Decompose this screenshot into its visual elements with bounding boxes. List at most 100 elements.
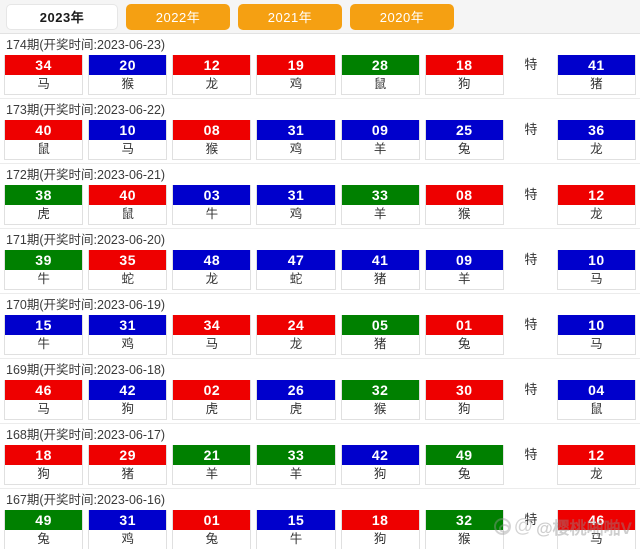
ball-number: 35	[89, 250, 167, 270]
ball-zodiac: 蛇	[89, 270, 167, 289]
special-label: 特	[524, 382, 538, 397]
ball-number: 10	[89, 120, 167, 140]
ball-cell: 41 猪	[340, 250, 420, 290]
draw-row: 170期(开奖时间:2023-06-19) 15 牛 31 鸡 34 马 24 龙 05 猪 01 兔特…	[0, 294, 640, 359]
draw-title: 173期(开奖时间:2023-06-22)	[6, 103, 166, 117]
ball-strip: 15 牛 31 鸡 34 马 24 龙 05 猪 01 兔特 10 马	[0, 315, 640, 358]
ball-cell: 29 猪	[88, 445, 168, 485]
special-label: 特	[524, 317, 538, 332]
ball-number: 49	[5, 510, 83, 530]
ball-zodiac: 鸡	[257, 205, 335, 224]
ball-cell: 18 狗	[424, 55, 504, 95]
ball-zodiac: 龙	[257, 335, 335, 354]
ball-cell: 12 龙	[172, 55, 252, 95]
ball-zodiac: 狗	[5, 465, 83, 484]
ball-number: 41	[341, 250, 419, 270]
ball-number: 48	[173, 250, 251, 270]
ball-zodiac: 马	[173, 335, 251, 354]
ball-cell: 01 兔	[424, 315, 504, 355]
ball-cell: 15 牛	[4, 315, 84, 355]
ball-zodiac: 马	[5, 400, 83, 419]
ball-zodiac: 狗	[425, 75, 503, 94]
ball-cell: 40 鼠	[88, 185, 168, 225]
special-ball-number: 41	[557, 55, 635, 75]
ball-cell: 21 羊	[172, 445, 252, 485]
year-tab-2023[interactable]: 2023年	[6, 3, 118, 30]
ball-number: 18	[341, 510, 419, 530]
draw-row: 168期(开奖时间:2023-06-17) 18 狗 29 猪 21 羊 33 羊 42 狗 49 兔特…	[0, 424, 640, 489]
year-tab-2021[interactable]: 2021年	[238, 3, 342, 30]
year-tab-2020[interactable]: 2020年	[350, 3, 454, 30]
special-ball-number: 12	[557, 445, 635, 465]
special-ball-zodiac: 马	[557, 335, 635, 354]
draw-row: 167期(开奖时间:2023-06-16) 49 兔 31 鸡 01 兔 15 牛 18 狗 32 猴特…	[0, 489, 640, 549]
ball-cell: 18 狗	[4, 445, 84, 485]
ball-number: 28	[341, 55, 419, 75]
ball-cell: 25 兔	[424, 120, 504, 160]
draw-row: 172期(开奖时间:2023-06-21) 38 虎 40 鼠 03 牛 31 鸡 33 羊 08 猴特…	[0, 164, 640, 229]
ball-cell: 35 蛇	[88, 250, 168, 290]
ball-number: 47	[257, 250, 335, 270]
ball-cell: 49 兔	[4, 510, 84, 549]
special-label: 特	[524, 512, 538, 527]
ball-cell: 19 鸡	[256, 55, 336, 95]
ball-cell: 32 猴	[424, 510, 504, 549]
ball-number: 15	[5, 315, 83, 335]
special-ball-cell: 10 马	[556, 250, 636, 290]
ball-cell: 31 鸡	[88, 510, 168, 549]
special-label: 特	[524, 252, 538, 267]
ball-number: 15	[257, 510, 335, 530]
ball-zodiac: 鸡	[89, 530, 167, 549]
ball-zodiac: 虎	[5, 205, 83, 224]
ball-strip: 49 兔 31 鸡 01 兔 15 牛 18 狗 32 猴特 46 马	[0, 510, 640, 549]
ball-number: 12	[173, 55, 251, 75]
ball-cell: 20 猴	[88, 55, 168, 95]
ball-number: 09	[425, 250, 503, 270]
ball-number: 08	[425, 185, 503, 205]
special-ball-zodiac: 猪	[557, 75, 635, 94]
year-tab-2022[interactable]: 2022年	[126, 3, 230, 30]
ball-cell: 31 鸡	[256, 120, 336, 160]
ball-cell: 39 牛	[4, 250, 84, 290]
ball-number: 32	[341, 380, 419, 400]
draw-title: 167期(开奖时间:2023-06-16)	[6, 493, 166, 507]
ball-zodiac: 鼠	[5, 140, 83, 159]
ball-cell: 34 马	[4, 55, 84, 95]
ball-number: 02	[173, 380, 251, 400]
ball-zodiac: 猪	[89, 465, 167, 484]
special-ball-number: 04	[557, 380, 635, 400]
ball-zodiac: 马	[5, 75, 83, 94]
special-ball-number: 12	[557, 185, 635, 205]
ball-number: 19	[257, 55, 335, 75]
ball-cell: 03 牛	[172, 185, 252, 225]
ball-zodiac: 羊	[341, 140, 419, 159]
ball-cell: 09 羊	[424, 250, 504, 290]
ball-number: 09	[341, 120, 419, 140]
ball-zodiac: 狗	[341, 530, 419, 549]
special-ball-zodiac: 鼠	[557, 400, 635, 419]
ball-zodiac: 兔	[425, 140, 503, 159]
draw-title: 170期(开奖时间:2023-06-19)	[6, 298, 166, 312]
ball-cell: 32 猴	[340, 380, 420, 420]
ball-zodiac: 牛	[173, 205, 251, 224]
special-ball-number: 10	[557, 315, 635, 335]
ball-strip: 18 狗 29 猪 21 羊 33 羊 42 狗 49 兔特 12 龙	[0, 445, 640, 488]
ball-number: 31	[89, 315, 167, 335]
ball-number: 08	[173, 120, 251, 140]
ball-zodiac: 兔	[425, 465, 503, 484]
ball-zodiac: 狗	[425, 400, 503, 419]
ball-number: 03	[173, 185, 251, 205]
ball-number: 39	[5, 250, 83, 270]
ball-number: 33	[257, 445, 335, 465]
ball-zodiac: 羊	[257, 465, 335, 484]
ball-number: 42	[341, 445, 419, 465]
ball-zodiac: 牛	[5, 335, 83, 354]
ball-number: 40	[5, 120, 83, 140]
draw-title: 171期(开奖时间:2023-06-20)	[6, 233, 166, 247]
ball-number: 30	[425, 380, 503, 400]
ball-zodiac: 蛇	[257, 270, 335, 289]
ball-number: 34	[5, 55, 83, 75]
ball-zodiac: 兔	[173, 530, 251, 549]
ball-number: 33	[341, 185, 419, 205]
ball-zodiac: 鸡	[89, 335, 167, 354]
